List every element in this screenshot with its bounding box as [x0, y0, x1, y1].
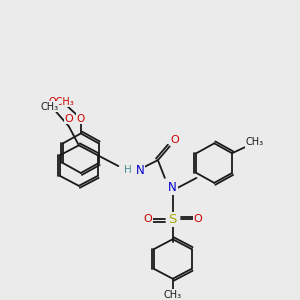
Text: CH₃: CH₃ [40, 102, 58, 112]
Text: O: O [193, 214, 202, 224]
Text: O: O [64, 114, 73, 124]
Text: CH₃: CH₃ [246, 137, 264, 147]
Text: O: O [77, 114, 85, 124]
Text: N: N [136, 164, 145, 176]
Text: OCH₃: OCH₃ [48, 97, 74, 107]
Text: O: O [144, 214, 152, 224]
Text: O: O [170, 135, 179, 146]
Text: CH₃: CH₃ [164, 290, 182, 300]
Text: N: N [168, 181, 177, 194]
Text: S: S [169, 213, 177, 226]
Text: H: H [124, 165, 132, 175]
